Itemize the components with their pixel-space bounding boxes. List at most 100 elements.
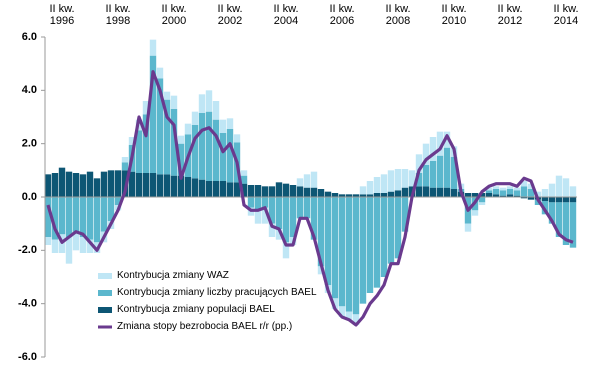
bar: [261, 186, 269, 197]
y-tick-label: 2.0: [22, 138, 37, 150]
bar: [478, 193, 486, 197]
y-tick-label: -2.0: [18, 244, 37, 256]
bar: [359, 194, 367, 197]
bar: [86, 171, 94, 197]
bar: [233, 182, 241, 197]
bar: [562, 178, 570, 197]
bar: [289, 185, 297, 197]
bar: [429, 187, 437, 197]
bar: [471, 210, 479, 216]
bar: [282, 242, 290, 259]
x-tick-label: II kw. 2014: [553, 3, 579, 27]
bar: [247, 185, 255, 197]
bar: [100, 197, 108, 232]
bar: [93, 178, 101, 197]
bar: [79, 237, 87, 253]
bar: [121, 162, 129, 171]
bar: [527, 189, 535, 197]
bar: [184, 123, 192, 135]
bar: [513, 195, 521, 197]
bar: [541, 189, 549, 197]
bar: [184, 177, 192, 197]
bar: [198, 94, 206, 113]
bar: [170, 175, 178, 197]
bar: [212, 101, 220, 120]
bar: [513, 187, 521, 191]
bar: [415, 154, 423, 173]
bar: [527, 183, 535, 189]
bar: [205, 111, 213, 181]
bar: [422, 143, 430, 165]
bar: [387, 170, 395, 192]
bar: [394, 169, 402, 191]
legend-swatch: [98, 307, 112, 313]
bar: [156, 174, 164, 197]
bar: [408, 170, 416, 187]
bar: [296, 186, 304, 197]
bar: [163, 99, 171, 175]
bar: [345, 311, 353, 320]
bar: [436, 155, 444, 188]
bar: [233, 134, 241, 143]
bar: [569, 197, 577, 203]
bar: [44, 237, 52, 245]
bar: [345, 194, 353, 197]
bar: [261, 207, 269, 224]
bar: [135, 173, 143, 197]
bar: [170, 109, 178, 176]
bar: [107, 197, 115, 221]
bar: [569, 186, 577, 197]
x-tick-label: II kw. 2004: [273, 3, 299, 27]
bar: [219, 119, 227, 133]
bar: [562, 202, 570, 245]
bar: [177, 143, 185, 176]
bar: [261, 197, 269, 208]
bar: [555, 175, 563, 197]
bar: [422, 165, 430, 187]
bar: [324, 191, 332, 197]
bar: [387, 191, 395, 197]
bar: [492, 194, 500, 197]
bar: [513, 190, 521, 196]
bar: [44, 174, 52, 197]
bar: [51, 239, 59, 253]
bar: [212, 181, 220, 197]
bar: [156, 67, 164, 79]
bar: [100, 171, 108, 197]
bar: [520, 197, 528, 199]
bar: [401, 169, 409, 188]
bar: [562, 197, 570, 203]
bar: [79, 197, 87, 237]
bar: [492, 186, 500, 189]
y-tick-label: 6.0: [22, 31, 37, 43]
bar: [254, 185, 262, 197]
bar: [443, 187, 451, 197]
bar: [72, 173, 80, 197]
bar: [499, 195, 507, 197]
bar: [373, 197, 381, 288]
bar: [359, 186, 367, 195]
bar: [177, 175, 185, 197]
bar: [324, 197, 332, 285]
bar: [114, 170, 122, 197]
x-tick-label: II kw. 2000: [161, 3, 187, 27]
bar: [170, 95, 178, 109]
bar: [114, 197, 122, 205]
bar: [450, 157, 458, 189]
bar: [240, 170, 248, 176]
bar: [198, 179, 206, 197]
bar: [499, 187, 507, 191]
bar: [142, 114, 150, 173]
bar: [65, 171, 73, 197]
bar: [492, 189, 500, 195]
legend-swatch: [98, 273, 112, 279]
bars: [44, 39, 577, 325]
bar: [247, 197, 255, 208]
bar: [450, 189, 458, 197]
bar: [366, 181, 374, 195]
x-tick-label: II kw. 2006: [329, 3, 355, 27]
bar: [310, 197, 318, 240]
bar: [51, 197, 59, 240]
bar: [534, 191, 542, 197]
bar: [163, 91, 171, 100]
